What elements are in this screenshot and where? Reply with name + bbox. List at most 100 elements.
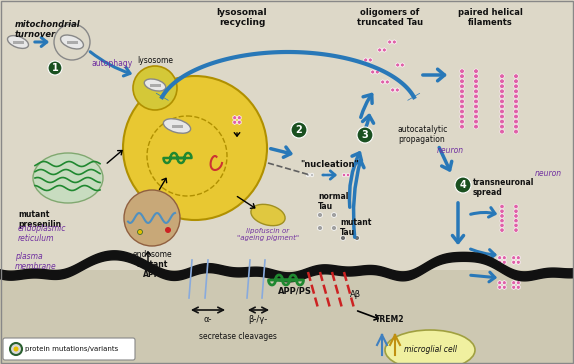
Circle shape — [500, 84, 505, 88]
Polygon shape — [498, 260, 502, 265]
Polygon shape — [324, 173, 328, 177]
Text: mutant
APP: mutant APP — [136, 260, 168, 280]
Circle shape — [500, 99, 505, 104]
Polygon shape — [355, 235, 359, 241]
Circle shape — [10, 343, 22, 355]
Circle shape — [474, 109, 478, 114]
Circle shape — [291, 122, 307, 138]
Circle shape — [460, 109, 464, 114]
Circle shape — [514, 104, 518, 109]
Circle shape — [474, 94, 478, 99]
Ellipse shape — [7, 36, 29, 48]
Circle shape — [460, 94, 464, 99]
Text: β-/γ-: β-/γ- — [249, 315, 267, 324]
FancyBboxPatch shape — [3, 338, 135, 360]
Circle shape — [514, 94, 518, 99]
Circle shape — [500, 79, 505, 84]
Text: oligomers of
truncated Tau: oligomers of truncated Tau — [357, 8, 423, 27]
Circle shape — [474, 124, 478, 129]
Circle shape — [455, 177, 471, 193]
Polygon shape — [317, 225, 323, 231]
Polygon shape — [517, 256, 520, 260]
Text: plasma
membrane: plasma membrane — [15, 252, 57, 272]
Circle shape — [460, 89, 464, 94]
Polygon shape — [388, 40, 391, 44]
Circle shape — [514, 228, 518, 232]
Circle shape — [514, 114, 518, 119]
Circle shape — [48, 61, 62, 75]
Text: neuron: neuron — [436, 146, 464, 155]
Text: 1: 1 — [52, 63, 59, 73]
Text: transneuronal
spread: transneuronal spread — [473, 178, 534, 197]
Polygon shape — [238, 120, 241, 124]
Circle shape — [514, 223, 518, 228]
Circle shape — [500, 218, 504, 223]
Polygon shape — [502, 281, 506, 285]
Text: lysosomal
recycling: lysosomal recycling — [217, 8, 267, 27]
Circle shape — [500, 223, 504, 228]
Circle shape — [460, 99, 464, 104]
Polygon shape — [332, 225, 336, 231]
Polygon shape — [502, 256, 506, 260]
Text: α-: α- — [204, 315, 212, 324]
Polygon shape — [317, 212, 323, 218]
Text: 2: 2 — [296, 125, 302, 135]
Ellipse shape — [385, 330, 475, 364]
Text: secretase cleavages: secretase cleavages — [199, 332, 277, 341]
Circle shape — [123, 76, 267, 220]
Polygon shape — [311, 173, 313, 177]
Polygon shape — [233, 115, 236, 120]
Polygon shape — [328, 173, 332, 177]
Text: mutant
Tau: mutant Tau — [340, 218, 371, 237]
Circle shape — [460, 124, 464, 129]
Polygon shape — [0, 270, 574, 364]
Circle shape — [460, 69, 464, 74]
Ellipse shape — [251, 204, 285, 226]
Circle shape — [357, 127, 373, 143]
Circle shape — [500, 204, 504, 209]
Circle shape — [138, 229, 142, 234]
Circle shape — [500, 228, 504, 232]
Polygon shape — [375, 70, 379, 74]
Polygon shape — [512, 256, 515, 260]
Polygon shape — [382, 48, 386, 52]
Polygon shape — [498, 285, 502, 289]
Circle shape — [514, 204, 518, 209]
Circle shape — [460, 84, 464, 88]
Circle shape — [460, 104, 464, 109]
Circle shape — [474, 99, 478, 104]
Circle shape — [500, 114, 505, 119]
Circle shape — [500, 129, 505, 134]
Polygon shape — [498, 256, 502, 260]
Text: Aβ: Aβ — [350, 290, 361, 299]
Polygon shape — [391, 88, 394, 92]
Circle shape — [500, 89, 505, 94]
Circle shape — [474, 114, 478, 119]
Text: paired helical
filaments: paired helical filaments — [457, 8, 522, 27]
Circle shape — [474, 84, 478, 88]
Circle shape — [460, 114, 464, 119]
Polygon shape — [498, 281, 502, 285]
Circle shape — [514, 79, 518, 84]
Circle shape — [474, 79, 478, 84]
Circle shape — [460, 74, 464, 79]
Circle shape — [474, 104, 478, 109]
Circle shape — [514, 119, 518, 124]
Polygon shape — [512, 260, 515, 265]
Circle shape — [474, 89, 478, 94]
Text: protein mutations/variants: protein mutations/variants — [25, 346, 118, 352]
Circle shape — [514, 109, 518, 114]
Text: endoplasmic
reticulum: endoplasmic reticulum — [18, 224, 67, 244]
Circle shape — [514, 89, 518, 94]
Circle shape — [460, 119, 464, 124]
Polygon shape — [340, 235, 346, 241]
Text: neuron: neuron — [534, 169, 561, 178]
Text: autophagy: autophagy — [91, 59, 133, 68]
Text: endosome: endosome — [132, 250, 172, 259]
Circle shape — [500, 119, 505, 124]
Circle shape — [500, 104, 505, 109]
Polygon shape — [364, 58, 367, 62]
Polygon shape — [396, 63, 400, 67]
Circle shape — [514, 214, 518, 218]
Text: APP/PS: APP/PS — [278, 286, 312, 295]
